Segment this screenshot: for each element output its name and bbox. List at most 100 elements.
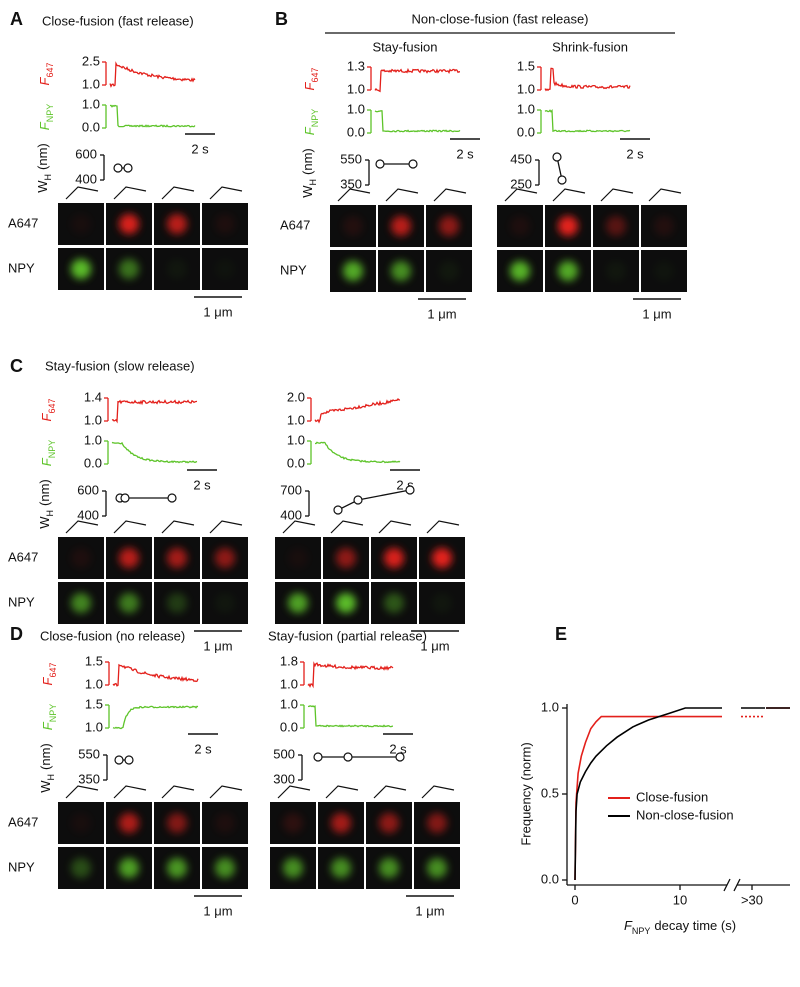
width-point [405,485,415,495]
image-spot [384,548,404,568]
tick-label: 1.5 [85,653,103,668]
trace [307,661,394,689]
image-spot [384,593,404,613]
tick-label: 1.0 [85,719,103,734]
axis-label: WH (nm) [300,148,318,198]
tick-label: 1.0 [517,101,535,116]
tick-label: 350 [78,771,100,786]
trace [315,441,401,464]
tick-label: 300 [273,771,295,786]
frame-connector [282,520,316,534]
axis-label: F647 [37,63,55,86]
image-spot [71,593,91,613]
axis-label: WH (nm) [35,143,53,193]
tick-label: 1.0 [287,432,305,447]
image-spot [119,548,139,568]
label-part: NPY [48,704,58,723]
row-label: NPY [280,262,307,277]
image-spot [283,858,303,878]
tick-label: 0.0 [280,719,298,734]
tick-label: 400 [75,171,97,186]
image-spot [119,214,139,234]
tick-label: 1.0 [280,676,298,691]
axis-label: FNPY [39,440,57,466]
axis-break [723,878,741,892]
label-part: F [39,457,54,466]
frame-connector [385,188,419,202]
image-spot [391,216,411,236]
y-axis-label: Frequency (norm) [518,742,533,845]
tick-label: 1.0 [347,81,365,96]
panel-letter: E [555,624,567,644]
image-spot [558,216,578,236]
label-part: (nm) [35,143,50,170]
label-part: F [37,121,52,130]
row-label: A647 [8,814,38,829]
image-spot [71,858,91,878]
image-spot [167,813,187,833]
tick-label: 1.0 [280,696,298,711]
image-cell [202,248,248,290]
label-part: 647 [48,663,58,678]
label-part: H [46,774,56,781]
trace [374,110,461,133]
width-point [120,493,130,503]
length-scale-label: 1 μm [203,638,232,653]
frame-connector [433,188,467,202]
label-part: W [35,180,50,193]
label-part: NPY [47,440,57,459]
image-spot [379,813,399,833]
y-tick-label: 0.0 [541,871,559,886]
image-spot [343,216,363,236]
label-part: F [39,412,54,421]
trace [112,663,199,687]
tick-label: 1.0 [517,81,535,96]
tick-label: 1.3 [347,58,365,73]
label-part: 647 [45,63,55,78]
panel-letter: B [275,9,288,29]
image-spot [119,593,139,613]
image-spot [288,548,308,568]
frame-connector [113,785,147,799]
width-point [375,159,385,169]
legend-label: Non-close-fusion [636,807,734,822]
label-part: W [37,516,52,529]
trace [544,67,631,92]
axis-label: F647 [39,399,57,422]
axis-label: F647 [40,663,58,686]
label-part: W [38,780,53,793]
length-scale-label: 1 μm [203,903,232,918]
label-part: NPY [45,104,55,123]
image-spot [343,261,363,281]
image-spot [432,593,452,613]
row-label: A647 [8,549,38,564]
width-line [337,489,411,511]
image-spot [432,548,452,568]
image-spot [654,216,674,236]
axis-label: WH (nm) [37,479,55,529]
tick-label: 0.0 [84,455,102,470]
image-spot [167,214,187,234]
y-tick-label: 0.5 [541,785,559,800]
frame-connector [421,785,455,799]
label-part: 647 [310,68,320,83]
label-part: F [37,76,52,85]
image-spot [71,548,91,568]
frame-connector [325,785,359,799]
row-label: NPY [8,594,35,609]
tick-label: 600 [75,146,97,161]
image-spot [331,858,351,878]
panel-letter: C [10,356,23,376]
length-scale-label: 1 μm [420,638,449,653]
trace [544,109,631,133]
length-scale-label: 1 μm [427,306,456,321]
frame-connector [648,188,682,202]
tick-label: 1.4 [84,389,102,404]
label-part: F [624,918,633,933]
frame-connector [277,785,311,799]
image-spot [215,548,235,568]
time-scale-label: 2 s [389,741,407,756]
image-spot [119,858,139,878]
frame-connector [65,520,99,534]
x-tick-label: >30 [741,892,763,907]
